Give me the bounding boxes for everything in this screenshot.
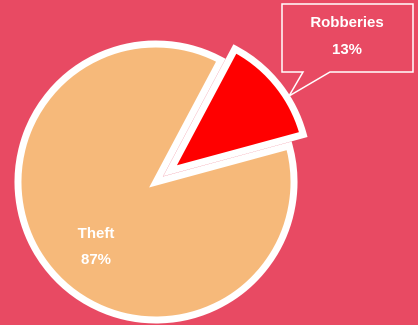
theft-label: Theft [78,225,115,242]
robberies-callout-box [281,3,414,99]
slices-group [14,40,308,324]
theft-data-label: Theft 87% [78,225,115,268]
theft-percent: 87% [81,251,111,268]
robberies-callout: Robberies 13% [281,3,414,99]
slice-robberies [163,44,308,177]
robberies-percent: 13% [332,41,362,58]
robberies-label: Robberies [310,14,383,31]
slice-theft [14,40,298,324]
